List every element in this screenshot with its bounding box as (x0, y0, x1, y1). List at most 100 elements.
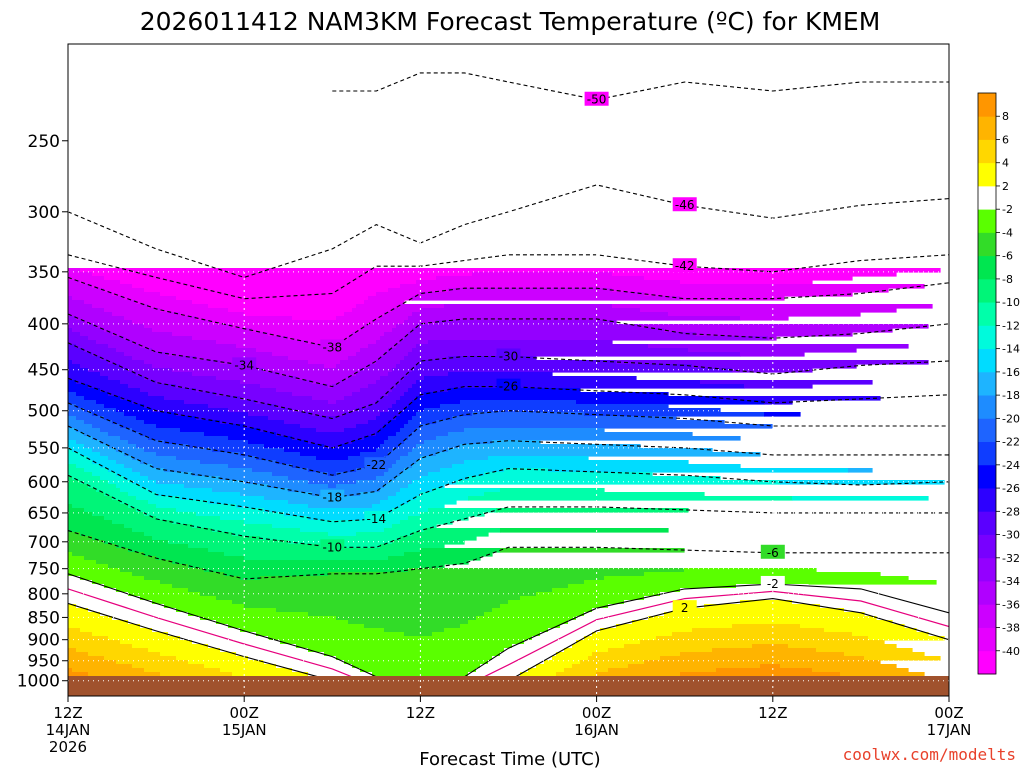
fill-cell (740, 352, 805, 357)
fill-cell (68, 528, 133, 533)
fill-cell (244, 520, 401, 525)
fill-cell (124, 412, 177, 417)
fill-cell (224, 572, 329, 577)
fill-cell (128, 440, 165, 445)
fill-cell (716, 668, 813, 673)
fill-cell (400, 472, 429, 477)
fill-cell (104, 516, 157, 521)
colorbar-label: -36 (1002, 598, 1020, 611)
fill-cell (412, 328, 665, 333)
fill-cell (396, 324, 417, 329)
ground-band (68, 676, 949, 696)
fill-cell (104, 404, 145, 409)
fill-cell (172, 520, 245, 525)
fill-cell (68, 652, 89, 657)
fill-cell (396, 400, 413, 405)
colorbar-swatch (978, 441, 996, 466)
fill-cell (164, 440, 249, 445)
fill-cell (276, 608, 493, 613)
fill-cell (276, 388, 361, 393)
fill-cell (380, 428, 401, 433)
fill-cell (156, 492, 241, 497)
fill-cell (100, 356, 133, 361)
fill-cell (576, 640, 641, 645)
fill-cell (488, 456, 589, 461)
fill-cell (108, 344, 141, 349)
fill-cell (160, 652, 237, 657)
fill-cell (272, 472, 329, 477)
fill-cell (264, 660, 345, 665)
colorbar-label: -34 (1002, 575, 1020, 588)
fill-cell (412, 312, 669, 317)
fill-cell (144, 376, 217, 381)
fill-cell (352, 308, 393, 313)
fill-cell (408, 352, 741, 357)
fill-cell (184, 400, 257, 405)
fill-cell (68, 544, 117, 549)
fill-cell (120, 436, 149, 441)
fill-cell (264, 444, 325, 449)
fill-cell (400, 428, 417, 433)
fill-cell (644, 572, 881, 577)
fill-cell (348, 620, 469, 625)
fill-cell (400, 488, 433, 493)
contour-label-bg (496, 378, 521, 393)
fill-cell (288, 356, 349, 361)
fill-cell (76, 380, 121, 385)
fill-cell (196, 316, 293, 321)
fill-cell (500, 604, 609, 609)
fill-cell (68, 624, 141, 629)
fill-cell (408, 372, 449, 377)
fill-cell (400, 304, 445, 309)
fill-cell (384, 512, 421, 517)
fill-cell (148, 304, 209, 309)
x-tick-label: 17JAN (927, 721, 972, 739)
fill-cell (312, 396, 345, 401)
fill-cell (104, 416, 137, 421)
fill-cell (404, 408, 425, 413)
fill-cell (752, 644, 789, 649)
x-tick-label: 12Z (53, 704, 82, 722)
fill-cell (92, 512, 145, 517)
fill-cell (68, 280, 81, 285)
fill-cell (72, 504, 129, 509)
fill-cell (76, 404, 105, 409)
fill-cell (584, 612, 665, 617)
fill-cell (112, 292, 161, 297)
colorbar-label: -10 (1002, 296, 1020, 309)
fill-cell (640, 640, 885, 645)
fill-cell (156, 424, 245, 429)
fill-cell (80, 480, 109, 485)
fill-cell (156, 556, 245, 561)
fill-cell (632, 620, 893, 625)
fill-cell (68, 364, 81, 369)
fill-cell (72, 476, 101, 481)
y-axis: 250 300 350 400 450 500 550 600 650 700 750 800 850 9… (17, 132, 68, 692)
fill-cell (164, 604, 245, 609)
fill-cell (732, 624, 801, 629)
fill-cell (612, 288, 889, 293)
contour-label: -30 (499, 350, 519, 364)
colorbar-swatch (978, 348, 996, 373)
fill-cell (368, 344, 397, 349)
fill-cell (72, 328, 105, 333)
fill-cell (680, 296, 785, 301)
fill-cell (120, 568, 205, 573)
fill-cell (388, 408, 405, 413)
fill-cell (664, 328, 893, 333)
fill-cell (268, 416, 377, 421)
fill-cell (380, 376, 405, 381)
contour-label: -18 (322, 491, 342, 505)
fill-cell (300, 424, 357, 429)
fill-cell (348, 356, 381, 361)
fill-cell (68, 476, 73, 481)
fill-cell (388, 288, 449, 293)
fill-cell (412, 480, 457, 485)
fill-cell (240, 452, 301, 457)
fill-cell (68, 284, 93, 289)
fill-cell (868, 636, 945, 641)
colorbar-swatch (978, 255, 996, 280)
fill-cell (100, 388, 141, 393)
fill-cell (292, 668, 361, 673)
